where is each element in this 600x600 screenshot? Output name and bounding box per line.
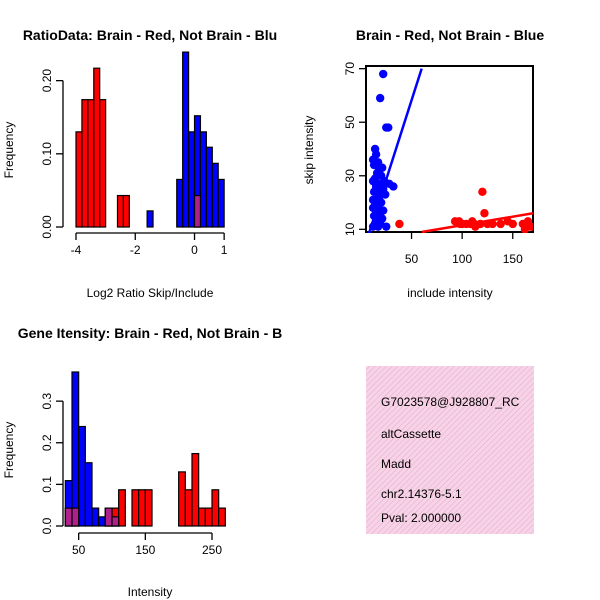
blue-bar — [205, 146, 213, 228]
blue-point — [384, 123, 393, 132]
y-tick-label: 0.2 — [40, 434, 54, 451]
red-bar — [184, 489, 193, 527]
x-tick-label: -2 — [130, 243, 141, 257]
y-tick-label: 0.20 — [40, 69, 54, 93]
blue-bar — [182, 51, 190, 228]
scatter-plot: 50 100 150 10 30 50 70 — [343, 62, 534, 266]
y-tick-label: 70 — [343, 62, 357, 76]
red-bar — [122, 194, 130, 228]
red-point — [508, 219, 517, 229]
blue-fit-line — [367, 68, 423, 233]
red-bar — [191, 452, 200, 527]
red-bar — [116, 194, 125, 228]
red-bar — [131, 489, 140, 527]
info-panel: G7023578@J928807_RC altCassette Madd chr… — [366, 366, 534, 534]
overlap-bar — [71, 507, 80, 527]
red-bar — [81, 99, 89, 228]
blue-bar — [211, 162, 219, 228]
y-tick-label: 10 — [343, 222, 357, 236]
x-tick-label: 250 — [202, 543, 222, 557]
red-point — [496, 219, 505, 229]
y-tick-label: 30 — [343, 169, 357, 183]
red-fit-line — [421, 212, 533, 233]
blue-bar — [78, 425, 86, 527]
blue-bar — [98, 516, 106, 527]
y-tick-label: 0.3 — [40, 392, 54, 409]
red-bar — [144, 489, 153, 527]
scatter-title: Brain - Red, Not Brain - Blue — [356, 27, 544, 43]
red-bar — [75, 131, 83, 228]
y-tick-label: 50 — [343, 115, 357, 129]
ratio-xlabel: Log2 Ratio Skip/Include — [87, 286, 214, 300]
ratio-histogram: -4 -2 0 1 0.00 0.10 0.20 — [40, 51, 228, 257]
overlap-bar — [193, 194, 202, 228]
red-bar — [99, 99, 107, 228]
info-location: chr2.14376-5.1 — [381, 487, 462, 501]
info-pval: Pval: 2.000000 — [381, 511, 461, 525]
overlap-bar — [111, 516, 120, 527]
blue-bar — [91, 507, 100, 527]
intensity-ylabel: Frequency — [2, 422, 16, 479]
intensity-xlabel: Intensity — [128, 585, 173, 599]
red-bar — [204, 507, 213, 527]
blue-point — [375, 93, 385, 103]
blue-bar — [176, 178, 184, 228]
red-point — [526, 222, 533, 231]
red-bar — [138, 489, 146, 527]
red-bar — [87, 99, 95, 228]
intensity-histogram: 50 150 250 0.0 0.1 0.2 0.3 — [40, 371, 226, 557]
info-probe-id: G7023578@J928807_RC — [381, 395, 520, 409]
plot-frame — [365, 65, 534, 233]
red-point — [480, 209, 489, 218]
blue-bar — [71, 371, 80, 527]
ratio-ylabel: Frequency — [2, 122, 16, 179]
scatter-xlabel: include intensity — [407, 286, 492, 300]
red-bar — [211, 489, 220, 527]
x-tick-label: 150 — [503, 252, 523, 266]
overlap-bar — [104, 507, 113, 527]
blue-bar — [217, 178, 225, 228]
x-tick-label: 0 — [191, 243, 198, 257]
y-tick-label: 0.0 — [40, 517, 54, 534]
intensity-title: Gene Itensity: Brain - Red, Not Brain - … — [18, 325, 282, 341]
scatter-ylabel: skip intensity — [302, 116, 316, 185]
blue-bar — [146, 210, 154, 228]
y-tick-label: 0.00 — [40, 215, 54, 239]
red-point — [395, 219, 404, 229]
y-tick-label: 0.10 — [40, 142, 54, 166]
blue-bar — [187, 131, 196, 228]
red-bar — [218, 507, 226, 527]
blue-point — [379, 69, 388, 79]
blue-point — [382, 222, 391, 231]
x-tick-label: 1 — [221, 243, 228, 257]
blue-bar — [199, 131, 207, 228]
blue-point — [373, 222, 383, 231]
info-event-type: altCassette — [381, 427, 441, 441]
blue-bar — [84, 462, 93, 527]
red-bar — [118, 489, 126, 527]
blue-point — [369, 160, 379, 170]
ratio-title: RatioData: Brain - Red, Not Brain - Blu — [23, 27, 277, 43]
x-tick-label: 150 — [135, 543, 155, 557]
x-tick-label: -4 — [71, 243, 82, 257]
red-bar — [93, 67, 101, 228]
x-tick-label: 50 — [405, 252, 419, 266]
x-tick-label: 50 — [72, 543, 86, 557]
info-panel-background — [366, 366, 534, 534]
blue-point — [389, 182, 398, 191]
y-tick-label: 0.1 — [40, 476, 54, 493]
blue-point — [379, 206, 388, 215]
red-bar — [178, 471, 186, 527]
info-gene: Madd — [381, 457, 411, 471]
red-point — [478, 187, 487, 197]
red-point — [488, 219, 497, 229]
overlap-bar — [64, 507, 73, 527]
x-tick-label: 100 — [452, 252, 472, 266]
red-bar — [198, 507, 206, 527]
scatter-marks — [367, 68, 533, 233]
